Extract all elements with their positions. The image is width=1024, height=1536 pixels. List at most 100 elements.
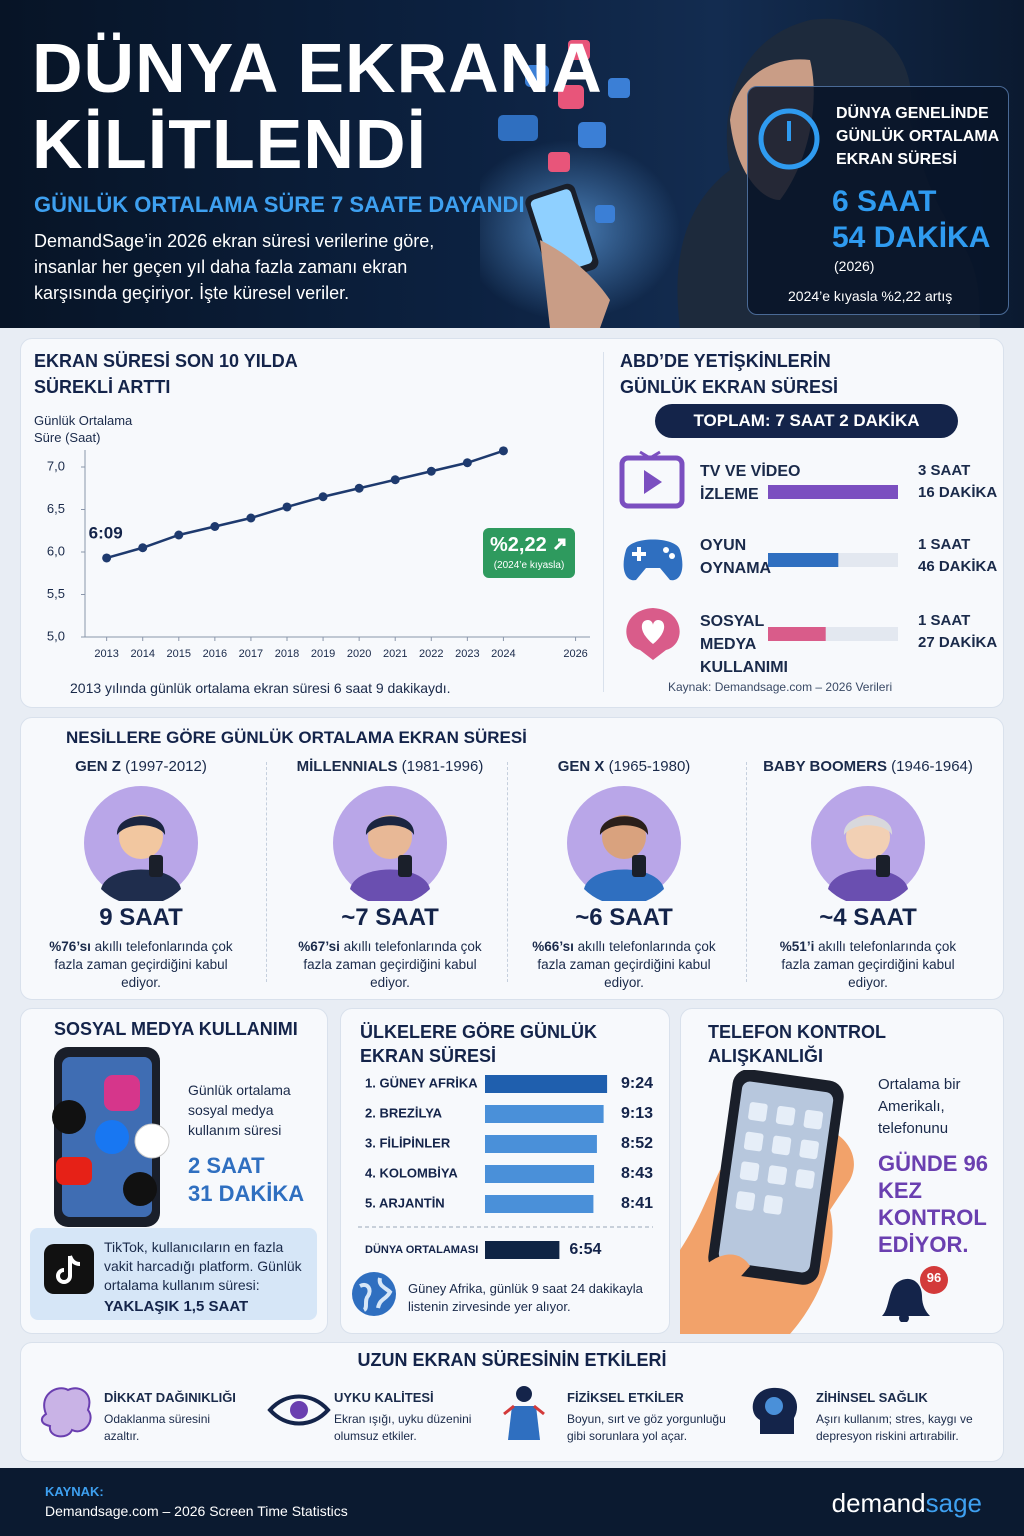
divider xyxy=(507,762,508,982)
y-tick-label: 7,0 xyxy=(47,458,65,473)
bar xyxy=(485,1075,608,1093)
social-value: 2 SAAT xyxy=(188,1153,265,1178)
title-line: KİLİTLENDİ xyxy=(32,105,427,183)
generation-note-text: akıllı telefonlarında çok fazla zaman ge… xyxy=(303,939,482,990)
value-label: 9:24 xyxy=(621,1075,653,1092)
generation-years: (1946-1964) xyxy=(891,758,973,775)
stat-year: (2026) xyxy=(834,258,875,274)
generation-share: %67’si xyxy=(298,939,340,954)
data-point xyxy=(498,446,508,456)
effects-title: UZUN EKRAN SÜRESİNİN ETKİLERİ xyxy=(357,1350,667,1370)
tiktok-value: YAKLAŞIK 1,5 SAAT xyxy=(104,1298,249,1315)
x-tick-label: 2017 xyxy=(239,648,263,660)
x-tick-label: 2019 xyxy=(311,648,335,660)
bar xyxy=(768,627,826,641)
line-chart: 5,0 5,5 6,0 6,5 7,0 2013 2014 2015 2016 2017 2018 2… xyxy=(47,446,590,660)
generation-value: 9 SAAT xyxy=(99,904,183,931)
data-point xyxy=(354,483,364,493)
generation-name: BABY BOOMERS xyxy=(763,758,887,775)
generation-heading: GEN X (1965-1980) xyxy=(504,758,744,775)
logo-part: demand xyxy=(831,1488,926,1518)
avatar xyxy=(811,786,925,901)
y-axis-label: Günlük Ortalama Süre (Saat) xyxy=(34,413,133,445)
effect-title: UYKU KALİTESİ xyxy=(334,1390,434,1405)
avatar-phone xyxy=(876,855,890,877)
generation-note: %66’sı akıllı telefonlarında çok fazla z… xyxy=(529,938,719,992)
globe-icon xyxy=(352,1272,396,1316)
avatar-phone xyxy=(632,855,646,877)
x-tick-label: 2024 xyxy=(491,648,515,660)
logo-part: sage xyxy=(925,1488,982,1518)
avatar-body xyxy=(101,869,181,901)
us-item-label: OYUN OYNAMA xyxy=(700,537,772,577)
data-point xyxy=(246,513,256,523)
generation-value: ~6 SAAT xyxy=(575,904,673,931)
generation-note-text: akıllı telefonlarında çok fazla zaman ge… xyxy=(781,939,957,990)
generation-note: %67’si akıllı telefonlarında çok fazla z… xyxy=(295,938,485,992)
x-tick-label: 2015 xyxy=(167,648,191,660)
effect-icons xyxy=(40,1386,798,1440)
social-phone xyxy=(52,1047,170,1227)
value-label: 8:43 xyxy=(621,1165,653,1182)
subtitle: GÜNLÜK ORTALAMA SÜRE 7 SAATE DAYANDI xyxy=(34,192,525,217)
annotation: 6:09 xyxy=(89,523,123,542)
generations-title: NESİLLERE GÖRE GÜNLÜK ORTALAMA EKRAN SÜR… xyxy=(66,728,527,747)
badge-note: (2024’e kıyasla) xyxy=(493,560,565,571)
bar xyxy=(485,1105,604,1123)
phone-highlight: GÜNDE 96 KEZ KONTROL EDİYOR. xyxy=(878,1151,989,1257)
bar xyxy=(485,1241,560,1259)
data-point xyxy=(102,553,112,563)
hand-phone xyxy=(680,1070,854,1334)
social-title: SOSYAL MEDYA KULLANIMI xyxy=(54,1019,298,1039)
avatar xyxy=(333,786,447,901)
generation-heading: GEN Z (1997-2012) xyxy=(21,758,261,775)
description: DemandSage’in 2026 ekran süresi verileri… xyxy=(34,231,435,303)
category-label: 5. ARJANTİN xyxy=(365,1195,445,1210)
social-value: 31 DAKİKA xyxy=(188,1181,305,1206)
us-item-label: SOSYAL MEDYA KULLANIMI xyxy=(700,613,788,676)
avatar-phone xyxy=(149,855,163,877)
us-title: ABD’DE YETİŞKİNLERİN GÜNLÜK EKRAN SÜRESİ xyxy=(620,351,839,397)
badge-value: %2,22 xyxy=(490,534,547,556)
effect-text: Aşırı kullanım; stres, kaygı ve depresyo… xyxy=(816,1412,973,1443)
avatar-hair xyxy=(599,816,649,835)
value-label: 8:52 xyxy=(621,1135,653,1152)
effect-title: ZİHİNSEL SAĞLIK xyxy=(816,1390,928,1405)
bar-chart: 1. GÜNEY AFRİKA 9:24 2. BREZİLYA 9:13 3. FİL… xyxy=(358,1075,653,1259)
generation-share: %76’sı xyxy=(49,939,91,954)
value-line: 3 SAAT xyxy=(918,462,971,479)
growth-badge xyxy=(483,528,575,578)
avatar-hair xyxy=(365,816,415,835)
effect-text: Odaklanma süresini azaltır. xyxy=(104,1412,211,1443)
category-label: DÜNYA ORTALAMASI xyxy=(365,1243,478,1256)
x-tick-label: 2026 xyxy=(563,648,587,660)
generation-name: MİLLENNIALS xyxy=(296,758,398,775)
value-label: 8:41 xyxy=(621,1195,653,1212)
stat-value: 6 SAAT xyxy=(832,185,937,218)
us-icons xyxy=(619,450,685,660)
divider xyxy=(746,762,747,982)
data-point xyxy=(318,492,328,502)
y-tick-label: 6,0 xyxy=(47,543,65,558)
generation-years: (1997-2012) xyxy=(125,758,207,775)
arrow-icon xyxy=(553,538,566,551)
data-point xyxy=(426,466,436,476)
generation-heading: MİLLENNIALS (1981-1996) xyxy=(270,758,510,775)
x-tick-label: 2018 xyxy=(275,648,299,660)
divider xyxy=(603,352,604,692)
us-item-value: 3 SAAT 16 DAKİKA xyxy=(918,460,997,504)
value-label: 6:54 xyxy=(569,1241,601,1258)
us-source: Kaynak: Demandsage.com – 2026 Verileri xyxy=(668,680,893,694)
avatar xyxy=(567,786,681,901)
generation-years: (1981-1996) xyxy=(401,758,484,775)
avatar-body xyxy=(350,869,430,901)
countries-note: Güney Afrika, günlük 9 saat 24 dakikayla… xyxy=(408,1281,643,1314)
stat-label: DÜNYA GENELİNDE GÜNLÜK ORTALAMA EKRAN SÜ… xyxy=(836,105,999,168)
value-line: 16 DAKİKA xyxy=(918,484,998,501)
generation-note-text: akıllı telefonlarında çok fazla zaman ge… xyxy=(537,939,716,990)
bar xyxy=(768,485,898,499)
avatar-body xyxy=(584,869,664,901)
data-point xyxy=(390,475,400,485)
footer-label: KAYNAK: xyxy=(45,1484,104,1499)
